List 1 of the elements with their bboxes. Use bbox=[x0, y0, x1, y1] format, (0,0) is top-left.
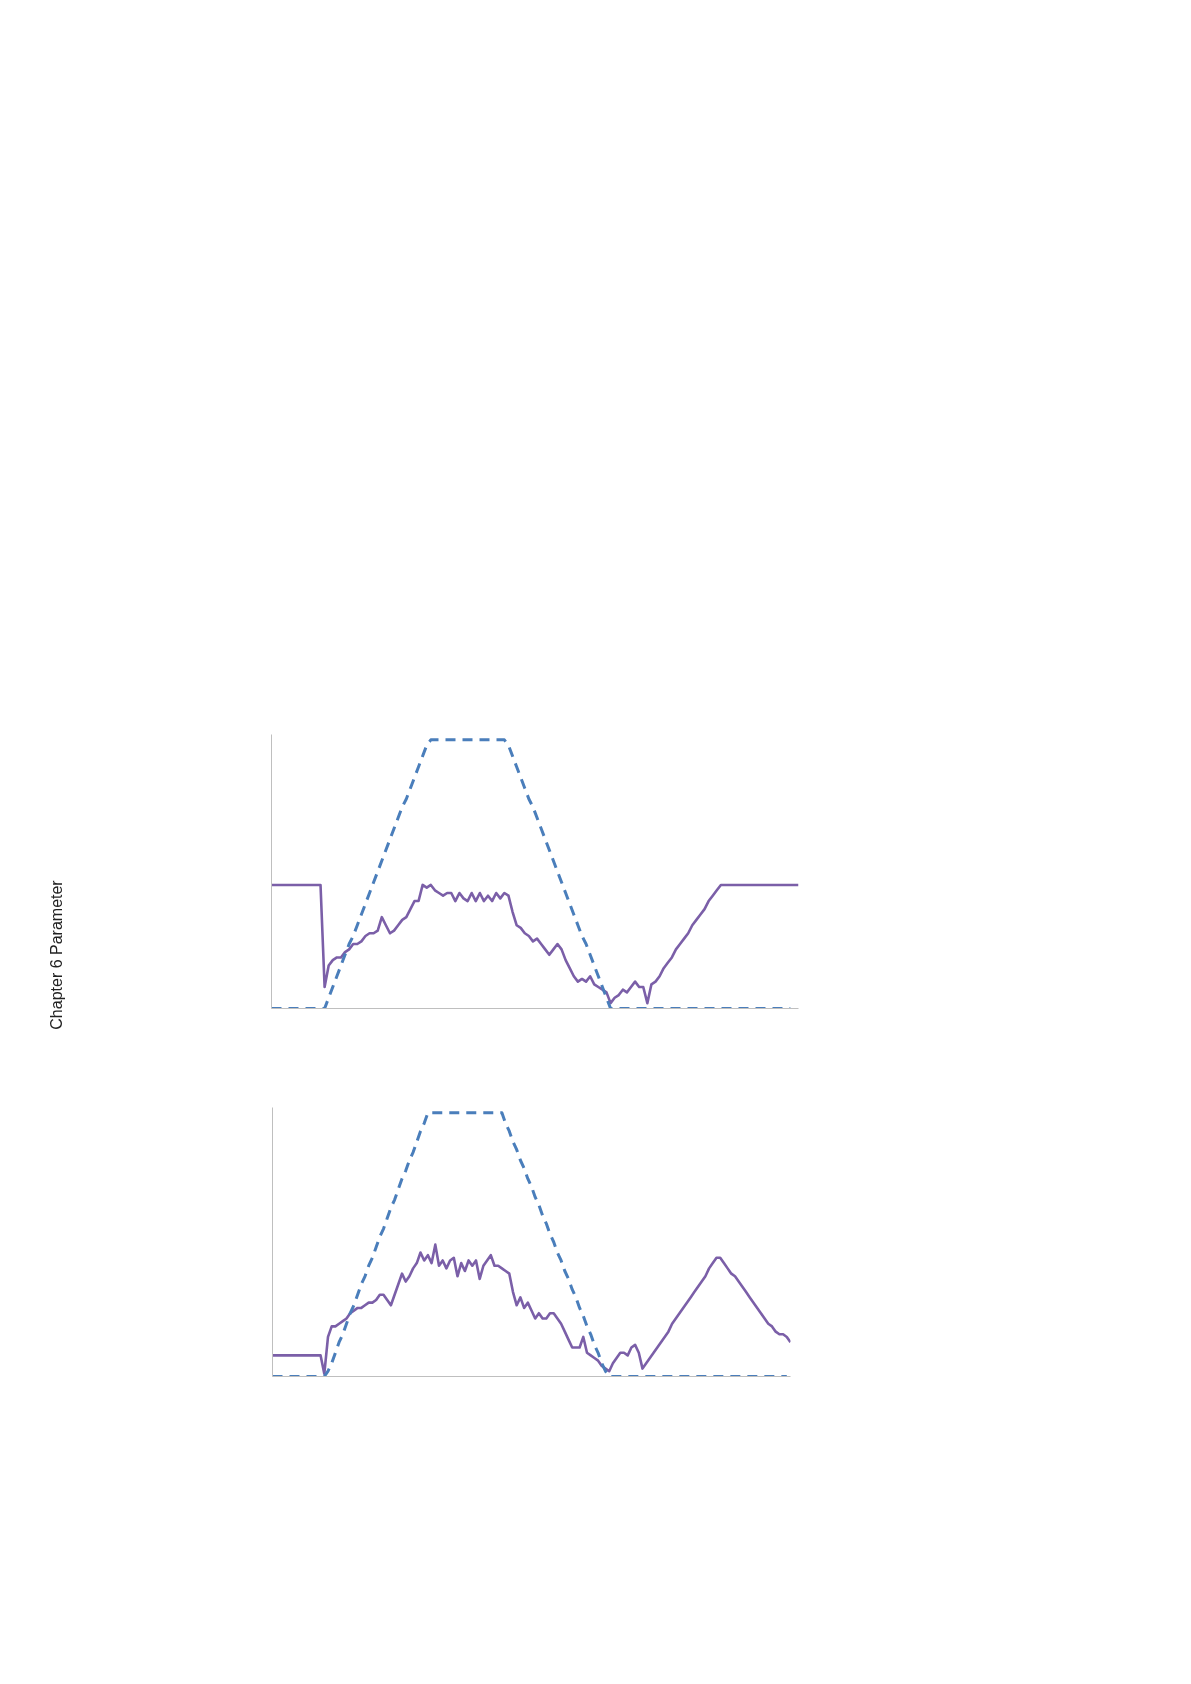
text: Chapter 6 Parameter bbox=[46, 880, 66, 1030]
